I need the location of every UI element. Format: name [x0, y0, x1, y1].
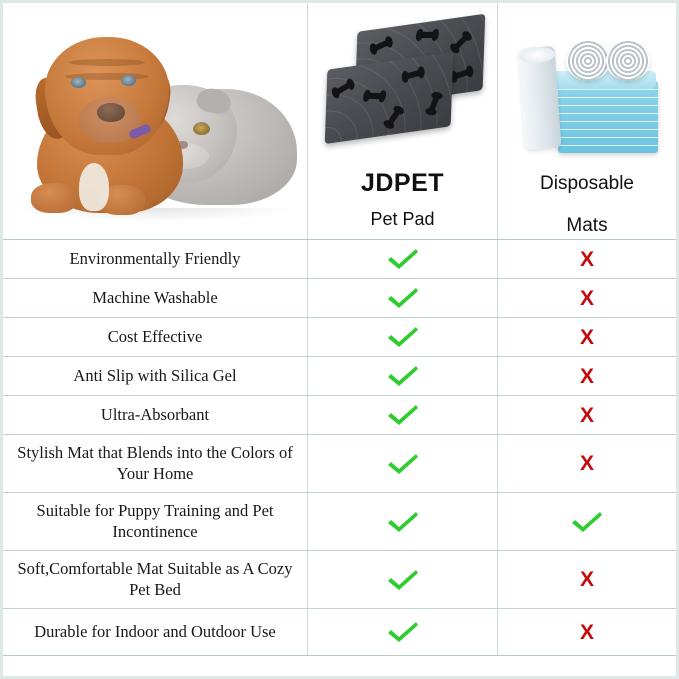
puppy-and-cat-photo	[17, 15, 299, 230]
blue-mat-stack	[558, 81, 658, 153]
table-row: Stylish Mat that Blends into the Colors …	[3, 435, 676, 493]
white-mat-roll	[518, 45, 562, 151]
disposable-mark-cell: X	[497, 318, 676, 356]
disposable-blue-mats-photo	[518, 19, 662, 159]
mat-layer	[558, 145, 658, 146]
rolled-mat	[606, 41, 650, 81]
disposable-mark-cell: X	[497, 240, 676, 278]
check-mark-icon	[387, 453, 418, 474]
jdpet-mark-cell	[307, 279, 497, 317]
jdpet-mark-cell	[307, 493, 497, 550]
dog-eye-right	[121, 75, 136, 86]
x-mark-icon: X	[579, 247, 594, 271]
comparison-header: JDPET Pet Pad Di	[3, 3, 676, 240]
feature-label: Machine Washable	[92, 287, 218, 307]
feature-label: Stylish Mat that Blends into the Colors …	[17, 442, 293, 483]
x-mark-icon: X	[579, 364, 594, 388]
mat-layer	[558, 129, 658, 130]
x-mark-icon: X	[579, 620, 594, 644]
bone-motif	[418, 31, 437, 38]
jdpet-mark-cell	[307, 435, 497, 492]
jdpet-mark-cell	[307, 318, 497, 356]
table-row: Cost Effective X	[3, 318, 676, 357]
jdpet-mark-cell	[307, 396, 497, 434]
dog-chest-marking	[79, 163, 109, 211]
disposable-mark-cell: X	[497, 435, 676, 492]
check-mark-icon	[387, 622, 418, 642]
mat-layer	[558, 105, 658, 106]
disposable-brand-title: Disposable	[540, 173, 634, 194]
pet-pad-stack-photo	[322, 13, 487, 157]
disposable-mark-cell: X	[497, 609, 676, 655]
check-mark-icon	[387, 405, 418, 425]
mat-layer	[558, 89, 658, 90]
table-row: Anti Slip with Silica Gel X	[3, 357, 676, 396]
disposable-mark-cell	[497, 493, 676, 550]
mat-layer	[558, 121, 658, 122]
feature-label: Anti Slip with Silica Gel	[73, 365, 237, 385]
jdpet-brand-title: JDPET	[360, 169, 445, 197]
disposable-mark-cell: X	[497, 279, 676, 317]
cat-nose	[177, 141, 188, 149]
mat-layer	[558, 137, 658, 138]
check-mark-icon	[387, 327, 418, 347]
header-cell-disposable: Disposable Mats	[497, 3, 676, 239]
jdpet-mark-cell	[307, 609, 497, 655]
table-row: Environmentally Friendly X	[3, 240, 676, 279]
x-mark-icon: X	[579, 286, 594, 310]
header-cell-jdpet: JDPET Pet Pad	[307, 3, 497, 239]
check-mark-icon	[387, 249, 418, 269]
check-mark-icon	[387, 569, 418, 590]
table-row: Machine Washable X	[3, 279, 676, 318]
x-mark-icon: X	[579, 403, 594, 427]
jdpet-mark-cell	[307, 551, 497, 608]
cat-eye-right	[193, 123, 210, 135]
disposable-mark-cell: X	[497, 551, 676, 608]
rolled-mat	[566, 41, 610, 81]
mat-layer	[558, 97, 658, 98]
feature-label: Durable for Indoor and Outdoor Use	[34, 621, 276, 641]
x-mark-icon: X	[579, 568, 594, 591]
feature-label: Suitable for Puppy Training and Pet Inco…	[36, 500, 274, 541]
dog-paw-left	[31, 183, 77, 213]
table-row: Soft,Comfortable Mat Suitable as A Cozy …	[3, 551, 676, 609]
check-mark-icon	[387, 288, 418, 308]
check-mark-icon	[387, 366, 418, 386]
header-cell-feature	[3, 3, 307, 239]
mat-layer	[558, 113, 658, 114]
jdpet-product-subtitle: Pet Pad	[370, 209, 435, 229]
disposable-mark-cell: X	[497, 396, 676, 434]
dog-nose	[97, 103, 125, 122]
disposable-mark-cell: X	[497, 357, 676, 395]
feature-label: Soft,Comfortable Mat Suitable as A Cozy …	[17, 558, 293, 599]
dog-wrinkle	[65, 73, 149, 80]
jdpet-mark-cell	[307, 240, 497, 278]
table-row: Suitable for Puppy Training and Pet Inco…	[3, 493, 676, 551]
jdpet-mark-cell	[307, 357, 497, 395]
disposable-product-subtitle: Mats	[566, 215, 608, 236]
table-row: Durable for Indoor and Outdoor Use X	[3, 609, 676, 656]
table-row: Ultra-Absorbant X	[3, 396, 676, 435]
bone-motif	[365, 92, 384, 100]
check-mark-icon	[387, 511, 418, 532]
feature-label: Ultra-Absorbant	[100, 404, 210, 424]
feature-label: Environmentally Friendly	[69, 248, 241, 268]
dog-eye-left	[71, 77, 86, 88]
dog-wrinkle	[69, 59, 145, 66]
check-mark-icon	[572, 511, 602, 532]
x-mark-icon: X	[579, 452, 594, 475]
comparison-rows: Environmentally Friendly X Machine Washa…	[3, 240, 676, 656]
x-mark-icon: X	[579, 325, 594, 349]
pet-pad-front	[324, 51, 454, 145]
feature-label: Cost Effective	[107, 326, 203, 346]
